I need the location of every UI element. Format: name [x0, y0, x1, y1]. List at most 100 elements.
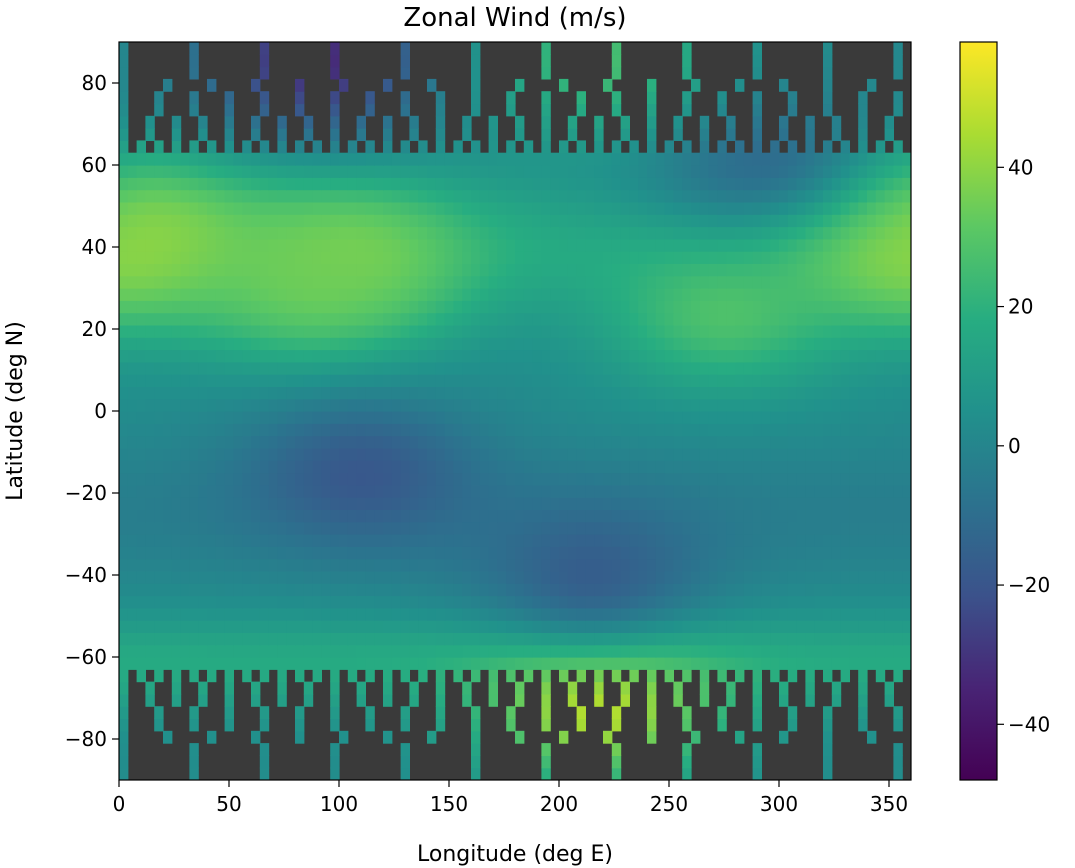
heatmap-cell	[787, 620, 798, 633]
heatmap-cell	[673, 374, 683, 387]
heatmap-cell	[655, 165, 666, 178]
heatmap-cell	[400, 337, 410, 351]
heatmap-cell	[479, 607, 490, 621]
heatmap-cell	[303, 263, 314, 277]
heatmap-cell	[471, 730, 481, 744]
heatmap-cell	[163, 251, 173, 264]
heatmap-cell	[770, 411, 780, 424]
heatmap-cell	[347, 349, 358, 363]
heatmap-cell	[699, 165, 710, 178]
heatmap-cell	[638, 152, 648, 166]
heatmap-cell	[567, 509, 578, 523]
heatmap-cell	[761, 497, 771, 510]
heatmap-cell	[638, 275, 648, 289]
heatmap-cell	[611, 140, 622, 154]
heatmap-cell	[383, 607, 393, 621]
heatmap-cell	[638, 472, 648, 486]
heatmap-cell	[435, 706, 446, 720]
heatmap-cell	[620, 644, 630, 658]
heatmap-cell	[823, 165, 833, 178]
heatmap-cell	[559, 201, 569, 215]
heatmap-cell	[233, 386, 243, 400]
heatmap-cell	[867, 189, 877, 203]
heatmap-cell	[761, 595, 771, 609]
heatmap-cell	[347, 546, 358, 560]
heatmap-cell	[902, 595, 911, 609]
heatmap-cell	[145, 165, 155, 178]
heatmap-cell	[163, 644, 173, 658]
heatmap-cell	[629, 398, 639, 412]
heatmap-cell	[427, 472, 437, 486]
heatmap-cell	[814, 263, 824, 277]
y-tick-label: 40	[82, 235, 107, 259]
heatmap-cell	[339, 214, 349, 228]
heatmap-cell	[902, 214, 911, 228]
heatmap-cell	[286, 361, 296, 375]
heatmap-cell	[629, 497, 639, 510]
heatmap-cell	[787, 497, 798, 510]
heatmap-cell	[638, 644, 648, 658]
heatmap-cell	[471, 263, 481, 277]
heatmap-cell	[708, 657, 718, 670]
heatmap-cell	[224, 607, 234, 621]
heatmap-cell	[893, 435, 903, 449]
heatmap-cell	[743, 657, 754, 670]
heatmap-cell	[858, 115, 868, 129]
heatmap-cell	[699, 509, 710, 523]
heatmap-cell	[488, 435, 498, 449]
heatmap-cell	[717, 583, 727, 597]
heatmap-cell	[233, 201, 243, 215]
heatmap-cell	[418, 583, 428, 597]
heatmap-cell	[717, 620, 727, 633]
heatmap-cell	[171, 324, 182, 338]
heatmap-cell	[277, 681, 287, 695]
heatmap-cell	[823, 288, 833, 301]
heatmap-cell	[180, 201, 190, 215]
heatmap-cell	[620, 337, 630, 351]
heatmap-cell	[488, 472, 498, 486]
heatmap-cell	[752, 657, 762, 670]
heatmap-cell	[479, 620, 490, 633]
heatmap-cell	[620, 497, 630, 510]
heatmap-cell	[136, 657, 146, 670]
heatmap-cell	[365, 497, 375, 510]
heatmap-cell	[603, 730, 613, 744]
heatmap-cell	[189, 423, 199, 437]
heatmap-cell	[814, 238, 824, 252]
heatmap-cell	[391, 386, 402, 400]
heatmap-cell	[207, 411, 217, 424]
heatmap-cell	[418, 607, 428, 621]
heatmap-cell	[664, 484, 674, 498]
heatmap-cell	[163, 238, 173, 252]
heatmap-cell	[831, 607, 842, 621]
heatmap-cell	[779, 497, 789, 510]
heatmap-cell	[673, 447, 683, 461]
heatmap-cell	[444, 177, 454, 191]
heatmap-cell	[286, 607, 296, 621]
heatmap-cell	[330, 152, 340, 166]
heatmap-cell	[409, 337, 419, 351]
heatmap-cell	[787, 509, 798, 523]
heatmap-cell	[136, 435, 146, 449]
heatmap-cell	[867, 251, 877, 264]
heatmap-cell	[303, 214, 314, 228]
heatmap-cell	[559, 460, 569, 474]
heatmap-cell	[136, 644, 146, 658]
heatmap-cell	[532, 337, 542, 351]
heatmap-cell	[207, 398, 217, 412]
heatmap-cell	[884, 128, 894, 141]
heatmap-cell	[347, 275, 358, 289]
heatmap-cell	[400, 607, 410, 621]
heatmap-cell	[567, 251, 578, 264]
heatmap-cell	[453, 509, 463, 523]
heatmap-cell	[277, 423, 287, 437]
heatmap-cell	[691, 386, 701, 400]
x-axis: 0 50 100 150 200 250 300 350	[113, 780, 908, 816]
heatmap-cell	[823, 263, 833, 277]
heatmap-cell	[805, 374, 815, 387]
heatmap-cell	[814, 447, 824, 461]
heatmap-cell	[770, 423, 780, 437]
heatmap-cell	[620, 460, 630, 474]
heatmap-cell	[427, 521, 437, 535]
heatmap-cell	[365, 607, 375, 621]
